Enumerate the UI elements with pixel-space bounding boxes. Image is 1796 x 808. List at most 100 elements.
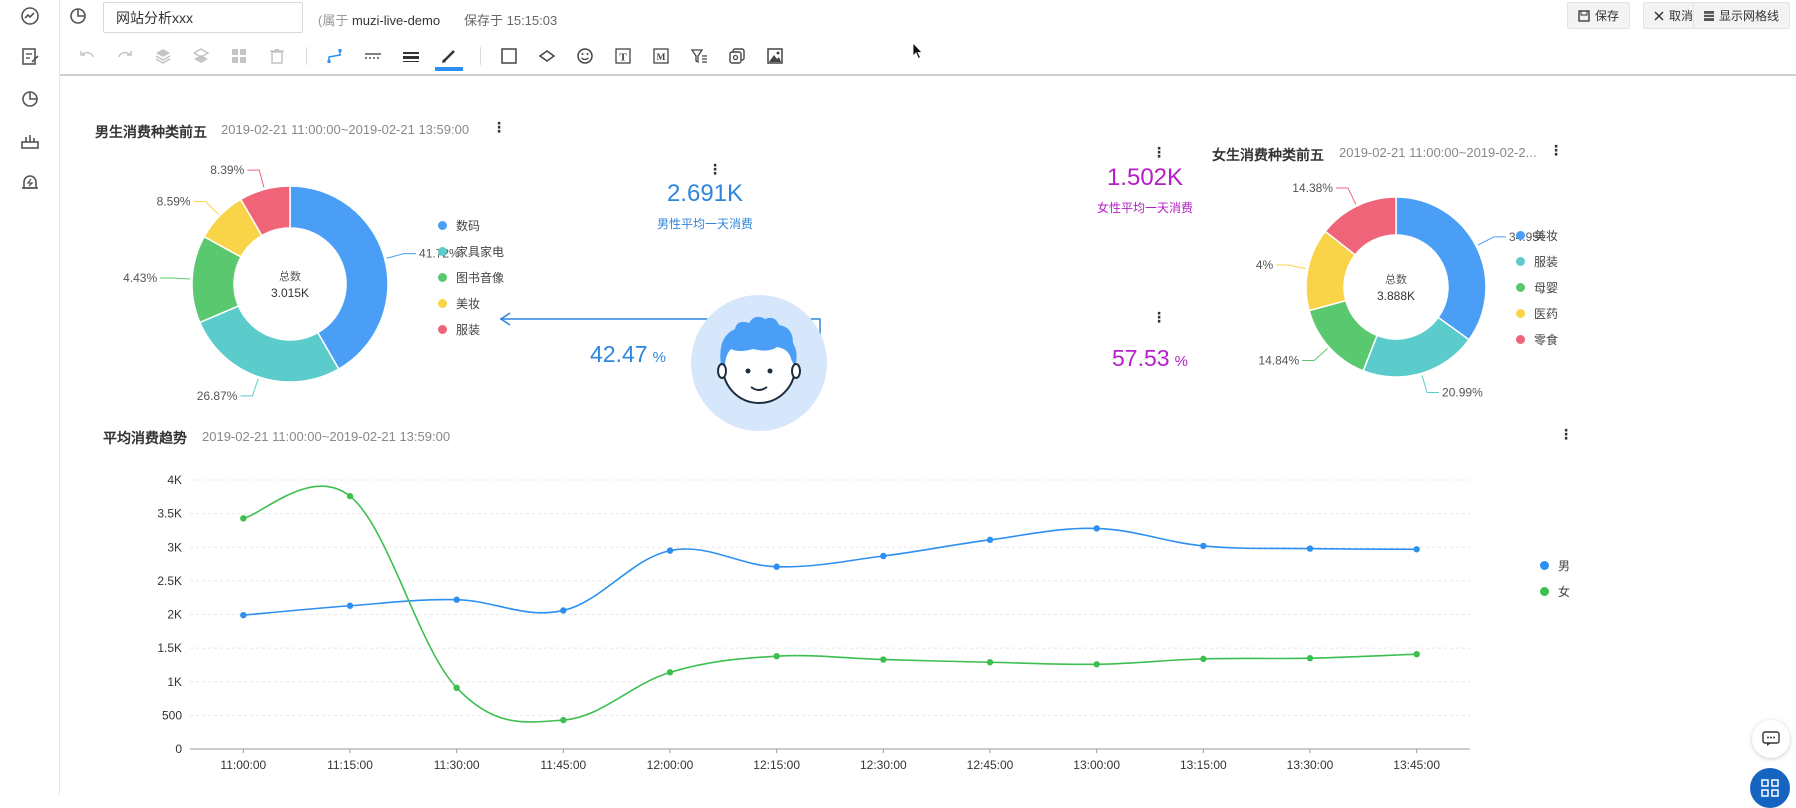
pie-label-line (160, 278, 190, 279)
data-point[interactable] (1093, 525, 1099, 531)
save-button[interactable]: 保存 (1567, 2, 1630, 29)
dashed-line-icon[interactable] (361, 44, 385, 68)
layer-down-icon[interactable] (189, 44, 213, 68)
male-pie-legend: 数码家具家电图书音像美妆服装 (438, 212, 504, 342)
legend-item[interactable]: 图书音像 (438, 264, 504, 290)
female-pie-menu-icon[interactable]: ⋮ (1549, 143, 1563, 157)
data-point[interactable] (987, 537, 993, 543)
filter-icon[interactable] (687, 44, 711, 68)
pie-slice[interactable] (1309, 301, 1377, 371)
legend-item[interactable]: 男 (1540, 552, 1570, 578)
legend-item[interactable]: 医药 (1516, 300, 1558, 326)
markdown-icon[interactable]: M (649, 44, 673, 68)
gridline-label: 显示网格线 (1719, 7, 1779, 24)
series-line[interactable] (243, 486, 1416, 722)
female-pct-menu-icon[interactable]: ⋮ (1152, 310, 1166, 324)
data-point[interactable] (1200, 656, 1206, 662)
chat-button[interactable] (1752, 720, 1790, 758)
y-tick-label: 1K (167, 675, 182, 689)
pie-data-label: 26.87% (197, 389, 238, 403)
layer-up-icon[interactable] (151, 44, 175, 68)
data-point[interactable] (453, 685, 459, 691)
data-point[interactable] (667, 547, 673, 553)
save-icon (1578, 10, 1590, 22)
data-point[interactable] (560, 607, 566, 613)
data-point[interactable] (1093, 661, 1099, 667)
pie-chart-icon[interactable] (18, 86, 42, 110)
female-avg-menu-icon[interactable]: ⋮ (1152, 145, 1166, 159)
data-point[interactable] (1413, 651, 1419, 657)
dashboard-icon[interactable] (18, 4, 42, 28)
pie-label-line (1336, 188, 1356, 204)
diamond-icon[interactable] (535, 44, 559, 68)
pie-label-line (247, 170, 264, 187)
saved-time: 保存于 15:15:03 (464, 10, 557, 29)
data-point[interactable] (773, 653, 779, 659)
legend-dot (1516, 231, 1525, 240)
pie-slice[interactable] (1396, 197, 1486, 340)
female-pct-value: 57.53 (1112, 345, 1170, 371)
copy-image-icon[interactable] (725, 44, 749, 68)
group-icon[interactable] (227, 44, 251, 68)
data-point[interactable] (560, 717, 566, 723)
legend-item[interactable]: 零食 (1516, 326, 1558, 352)
legend-item[interactable]: 美妆 (1516, 222, 1558, 248)
series-line[interactable] (243, 528, 1416, 615)
legend-item[interactable]: 服装 (438, 316, 504, 342)
text-icon[interactable]: T (611, 44, 635, 68)
data-point[interactable] (880, 553, 886, 559)
y-tick-label: 2K (167, 608, 182, 622)
pen-icon[interactable] (437, 44, 461, 68)
toolbar-separator (480, 47, 481, 65)
legend-item[interactable]: 美妆 (438, 290, 504, 316)
male-pie-menu-icon[interactable]: ⋮ (492, 120, 506, 134)
data-point[interactable] (453, 597, 459, 603)
delete-icon[interactable] (265, 44, 289, 68)
redo-icon[interactable] (113, 44, 137, 68)
edit-report-icon[interactable] (18, 44, 42, 68)
legend-item[interactable]: 家具家电 (438, 238, 504, 264)
connector-icon[interactable] (323, 44, 347, 68)
legend-item[interactable]: 女 (1540, 578, 1570, 604)
mouse-cursor-icon (912, 42, 924, 65)
data-point[interactable] (240, 612, 246, 618)
report-title-input[interactable] (103, 2, 303, 33)
data-point[interactable] (987, 659, 993, 665)
trend-menu-icon[interactable]: ⋮ (1559, 427, 1573, 441)
male-avg-menu-icon[interactable]: ⋮ (708, 162, 722, 176)
gridline-icon (1704, 11, 1714, 21)
male-pct-unit: % (653, 349, 666, 366)
data-point[interactable] (347, 603, 353, 609)
undo-icon[interactable] (75, 44, 99, 68)
pie-slice[interactable] (200, 306, 339, 382)
data-source-icon[interactable] (18, 129, 42, 153)
x-tick-label: 13:00:00 (1073, 758, 1120, 772)
legend-item[interactable]: 服装 (1516, 248, 1558, 274)
alarm-icon[interactable] (18, 170, 42, 194)
emoji-icon[interactable] (573, 44, 597, 68)
data-point[interactable] (1307, 655, 1313, 661)
data-point[interactable] (347, 493, 353, 499)
pie-label-line (1422, 375, 1439, 392)
x-tick-label: 13:45:00 (1393, 758, 1440, 772)
apps-button[interactable] (1750, 768, 1790, 808)
data-point[interactable] (773, 564, 779, 570)
data-point[interactable] (240, 515, 246, 521)
legend-dot (438, 325, 447, 334)
line-weight-icon[interactable] (399, 44, 423, 68)
image-icon[interactable] (763, 44, 787, 68)
legend-item[interactable]: 母婴 (1516, 274, 1558, 300)
data-point[interactable] (667, 669, 673, 675)
data-point[interactable] (1200, 543, 1206, 549)
x-tick-label: 12:00:00 (647, 758, 694, 772)
pie-label-line (1276, 265, 1306, 269)
close-icon (1654, 11, 1664, 21)
data-point[interactable] (880, 656, 886, 662)
data-point[interactable] (1307, 545, 1313, 551)
legend-dot (1516, 283, 1525, 292)
data-point[interactable] (1413, 546, 1419, 552)
show-gridlines-button[interactable]: 显示网格线 (1693, 2, 1790, 29)
legend-item[interactable]: 数码 (438, 212, 504, 238)
rectangle-icon[interactable] (497, 44, 521, 68)
owner-label: (属于 (318, 13, 348, 28)
